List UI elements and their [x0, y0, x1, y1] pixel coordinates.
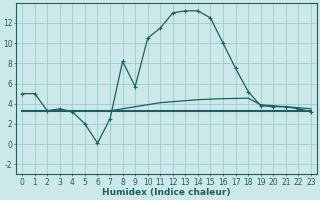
- X-axis label: Humidex (Indice chaleur): Humidex (Indice chaleur): [102, 188, 231, 197]
